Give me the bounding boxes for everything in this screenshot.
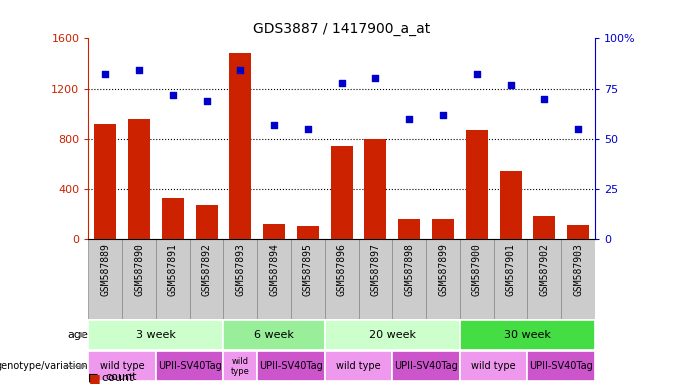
Bar: [392, 351, 460, 381]
Bar: [88, 351, 156, 381]
Text: 20 week: 20 week: [369, 330, 416, 340]
Text: 6 week: 6 week: [254, 330, 294, 340]
Bar: [325, 351, 392, 381]
Bar: [122, 239, 156, 319]
Point: [471, 71, 482, 78]
Bar: [567, 225, 589, 239]
Bar: [88, 239, 122, 319]
Bar: [297, 226, 319, 239]
Text: ■ count: ■ count: [88, 372, 134, 382]
Text: genotype/variation: genotype/variation: [0, 361, 88, 371]
Bar: [494, 239, 528, 319]
Text: GSM587903: GSM587903: [573, 243, 583, 296]
Text: GSM587893: GSM587893: [235, 243, 245, 296]
Bar: [128, 119, 150, 239]
Bar: [229, 53, 252, 239]
Text: 30 week: 30 week: [504, 330, 551, 340]
Point: [573, 126, 583, 132]
Bar: [561, 239, 595, 319]
Bar: [88, 320, 224, 350]
Title: GDS3887 / 1417900_a_at: GDS3887 / 1417900_a_at: [253, 22, 430, 36]
Text: UPII-SV40Tag: UPII-SV40Tag: [259, 361, 323, 371]
Bar: [325, 320, 460, 350]
Bar: [398, 220, 420, 239]
Text: count: count: [105, 372, 137, 382]
Bar: [460, 351, 528, 381]
Point: [404, 116, 415, 122]
Bar: [196, 205, 218, 239]
Text: age: age: [67, 330, 88, 340]
Bar: [460, 320, 595, 350]
Text: GSM587901: GSM587901: [505, 243, 515, 296]
Bar: [224, 239, 257, 319]
Text: GSM587894: GSM587894: [269, 243, 279, 296]
Point: [269, 121, 279, 127]
Text: GSM587902: GSM587902: [539, 243, 549, 296]
Bar: [432, 219, 454, 239]
Bar: [224, 320, 325, 350]
Bar: [257, 239, 291, 319]
Text: GSM587891: GSM587891: [168, 243, 178, 296]
Bar: [426, 239, 460, 319]
Text: UPII-SV40Tag: UPII-SV40Tag: [529, 361, 593, 371]
Bar: [330, 146, 353, 239]
Bar: [392, 239, 426, 319]
Point: [201, 98, 212, 104]
Text: wild type: wild type: [100, 361, 144, 371]
Bar: [162, 197, 184, 239]
Text: GSM587898: GSM587898: [404, 243, 414, 296]
Bar: [500, 171, 522, 239]
Point: [133, 68, 144, 74]
Bar: [325, 239, 358, 319]
Text: wild type: wild type: [471, 361, 516, 371]
Point: [235, 68, 246, 74]
Bar: [291, 239, 325, 319]
Text: GSM587892: GSM587892: [201, 243, 211, 296]
Point: [438, 111, 449, 118]
Point: [303, 126, 313, 132]
Bar: [364, 139, 386, 239]
Text: ■: ■: [88, 372, 100, 384]
Text: wild type: wild type: [337, 361, 381, 371]
Text: GSM587890: GSM587890: [134, 243, 144, 296]
Text: wild
type: wild type: [231, 357, 250, 376]
Point: [539, 96, 549, 102]
Text: GSM587889: GSM587889: [100, 243, 110, 296]
Bar: [95, 124, 116, 239]
Bar: [156, 239, 190, 319]
Bar: [263, 224, 285, 239]
Point: [370, 75, 381, 81]
Bar: [466, 130, 488, 239]
Point: [167, 91, 178, 98]
Bar: [533, 216, 556, 239]
Text: GSM587899: GSM587899: [438, 243, 448, 296]
Text: GSM587896: GSM587896: [337, 243, 347, 296]
Bar: [257, 351, 325, 381]
Text: GSM587900: GSM587900: [472, 243, 482, 296]
Text: 3 week: 3 week: [136, 330, 176, 340]
Point: [100, 71, 111, 78]
Bar: [156, 351, 224, 381]
Bar: [528, 351, 595, 381]
Text: GSM587895: GSM587895: [303, 243, 313, 296]
Bar: [190, 239, 224, 319]
Text: GSM587897: GSM587897: [371, 243, 381, 296]
Point: [505, 81, 516, 88]
Point: [336, 79, 347, 86]
Bar: [528, 239, 561, 319]
Bar: [358, 239, 392, 319]
Bar: [224, 351, 257, 381]
Text: UPII-SV40Tag: UPII-SV40Tag: [158, 361, 222, 371]
Text: UPII-SV40Tag: UPII-SV40Tag: [394, 361, 458, 371]
Bar: [460, 239, 494, 319]
